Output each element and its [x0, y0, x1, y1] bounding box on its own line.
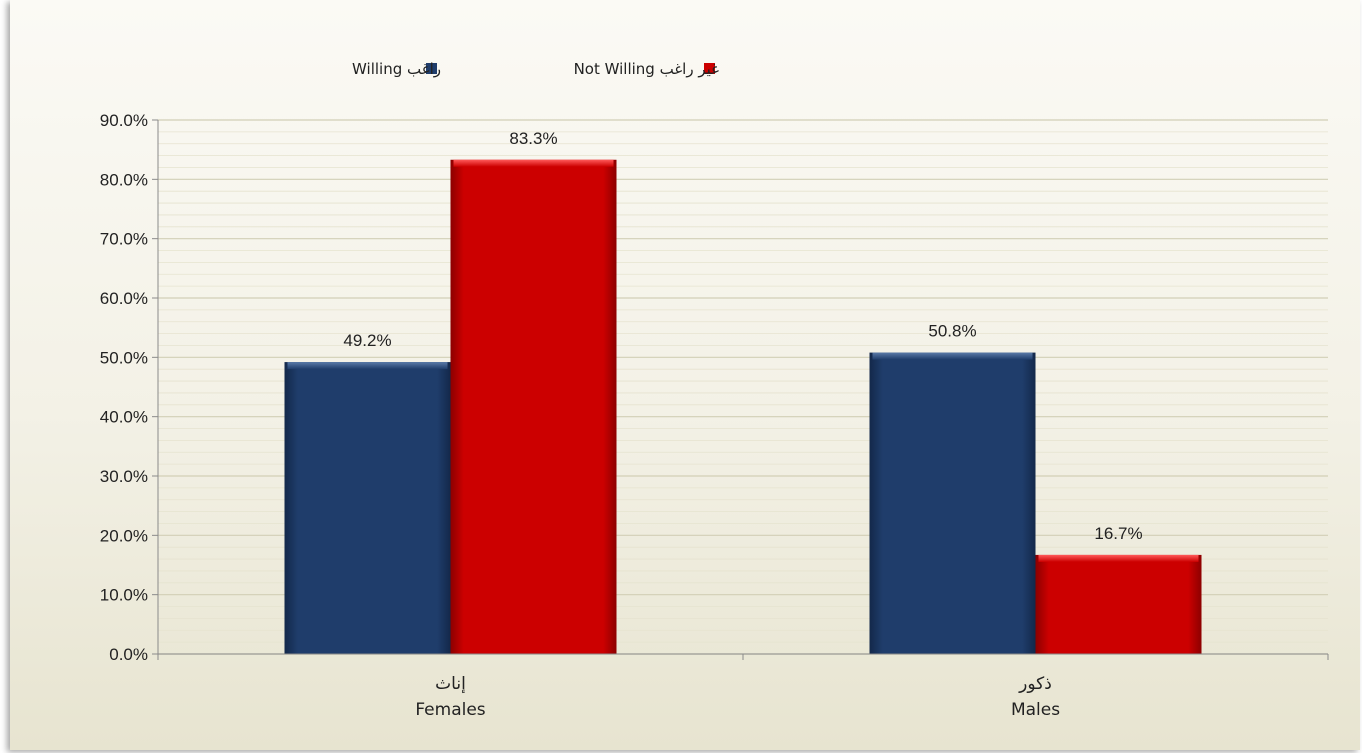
legend-item-not-willing: غير راغب Not Willing	[574, 60, 720, 78]
x-axis: إناث Females ذكور Males	[157, 653, 1329, 720]
bar-body	[1035, 554, 1202, 654]
bar-not-willing-females	[450, 159, 617, 654]
y-tick-label: 0.0%	[109, 645, 148, 664]
bar-willing-females	[284, 362, 451, 654]
legend-label-not-willing: غير راغب Not Willing	[574, 60, 720, 78]
data-label: 83.3%	[509, 129, 557, 148]
y-tick-label: 70.0%	[100, 230, 148, 249]
y-tick-label: 10.0%	[100, 586, 148, 605]
bar-top-bevel	[287, 362, 448, 370]
y-tick-label: 90.0%	[100, 111, 148, 130]
y-tick-label: 30.0%	[100, 467, 148, 486]
y-tick-label: 50.0%	[100, 348, 148, 367]
legend-swatch-willing	[426, 63, 437, 74]
bars	[284, 159, 1202, 654]
data-label: 16.7%	[1094, 524, 1142, 543]
bar-not-willing-males	[1035, 554, 1202, 654]
y-tick-label: 20.0%	[100, 526, 148, 545]
legend-swatch-not-willing	[704, 63, 715, 74]
category-label-arabic: ذكور	[1018, 674, 1052, 694]
y-tick-label: 60.0%	[100, 289, 148, 308]
bar-top-bevel	[453, 159, 614, 167]
data-label: 50.8%	[928, 322, 976, 341]
category-label-english: Males	[1011, 700, 1060, 720]
category-label-english: Females	[415, 700, 485, 720]
y-tick-label: 80.0%	[100, 170, 148, 189]
y-axis: 0.0% 10.0% 20.0% 30.0% 40.0% 50.0% 60.0% 70.0% 8…	[100, 111, 159, 664]
data-label: 49.2%	[343, 331, 391, 350]
bar-top-bevel	[872, 352, 1033, 360]
category-label-arabic: إناث	[435, 674, 466, 694]
bar-willing-males	[869, 352, 1036, 654]
legend-item-willing: راغب Willing	[352, 60, 441, 78]
data-labels: 49.2% 83.3% 50.8% 16.7%	[343, 129, 1142, 543]
y-tick-label: 40.0%	[100, 408, 148, 427]
bar-body	[869, 352, 1036, 654]
bar-body	[284, 362, 451, 654]
bar-top-bevel	[1038, 554, 1199, 562]
legend-label-willing: راغب Willing	[352, 60, 441, 78]
legend: راغب Willing غير راغب Not Willing	[352, 60, 719, 78]
bar-body	[450, 159, 617, 654]
